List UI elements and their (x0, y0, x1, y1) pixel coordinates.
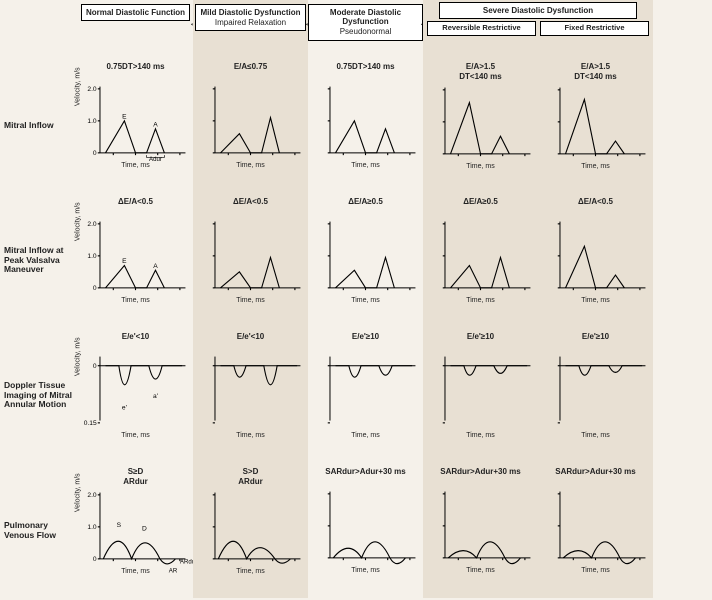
cell-vals-normal: ΔE/A<0.5Velocity, m/s01.02.0EATime, ms (78, 193, 193, 328)
cell-mitral-moderate: 0.75DT>140 msTime, ms (308, 58, 423, 193)
hdr-moderate-sub: Pseudonormal (313, 27, 418, 36)
cell-dti-mild: E/e'<10Time, ms (193, 328, 308, 463)
svg-text:0: 0 (93, 363, 97, 370)
cell-pvf-fix: SARdur>Adur+30 msTime, ms (538, 463, 653, 598)
cell-mitral-fix: E/A>1.5DT<140 msTime, ms (538, 58, 653, 193)
cell-vals-moderate: ΔE/A≥0.5Time, ms (308, 193, 423, 328)
cell-dti-rev: E/e'≥10Time, ms (423, 328, 538, 463)
row-label-dti: Doppler Tissue Imaging of Mitral Annular… (0, 328, 78, 463)
cell-pvf-mild: S>DARdurTime, ms (193, 463, 308, 598)
hdr-empty (0, 0, 78, 58)
cell-mitral-mild: E/A≤0.75Time, ms (193, 58, 308, 193)
svg-text:A: A (153, 121, 158, 128)
cell-pvf-moderate: SARdur>Adur+30 msTime, ms (308, 463, 423, 598)
cell-vals-fix: ΔE/A<0.5Time, ms (538, 193, 653, 328)
svg-text:0: 0 (93, 285, 97, 292)
svg-text:A: A (153, 263, 158, 270)
svg-text:0: 0 (93, 150, 97, 157)
svg-text:a': a' (153, 393, 158, 400)
cell-pvf-normal: S≥DARdurVelocity, m/s01.02.0SDARdurARTim… (78, 463, 193, 598)
hdr-normal-title: Normal Diastolic Function (86, 8, 185, 17)
svg-text:D: D (142, 525, 147, 532)
hdr-normal: Normal Diastolic Function ↔ (78, 0, 193, 58)
svg-text:2.0: 2.0 (87, 86, 96, 93)
hdr-severe-fix: Fixed Restrictive (564, 23, 624, 32)
svg-text:E: E (122, 258, 127, 265)
cell-vals-rev: ΔE/A≥0.5Time, ms (423, 193, 538, 328)
hdr-moderate-title: Moderate Diastolic Dysfunction (330, 8, 401, 26)
row-label-mitral: Mitral Inflow (0, 58, 78, 193)
svg-text:E: E (122, 113, 127, 120)
diastolic-grid: Normal Diastolic Function ↔ Mild Diastol… (0, 0, 712, 600)
cell-dti-fix: E/e'≥10Time, ms (538, 328, 653, 463)
hdr-moderate: Moderate Diastolic DysfunctionPseudonorm… (308, 0, 423, 58)
svg-text:1.0: 1.0 (87, 253, 96, 260)
svg-text:AR: AR (169, 568, 178, 575)
hdr-severe-title: Severe Diastolic Dysfunction (483, 6, 593, 15)
hdr-mild-sub: Impaired Relaxation (200, 18, 300, 27)
svg-text:0.15: 0.15 (84, 420, 97, 427)
cell-mitral-rev: E/A>1.5DT<140 msTime, ms (423, 58, 538, 193)
svg-text:2.0: 2.0 (87, 221, 96, 228)
svg-text:1.0: 1.0 (87, 524, 96, 531)
svg-text:2.0: 2.0 (87, 492, 96, 499)
cell-dti-moderate: E/e'≥10Time, ms (308, 328, 423, 463)
svg-text:S: S (117, 522, 122, 529)
cell-dti-normal: E/e'<10Velocity, m/s00.15e'a'Time, ms (78, 328, 193, 463)
hdr-mild-title: Mild Diastolic Dysfunction (200, 8, 300, 17)
cell-pvf-rev: SARdur>Adur+30 msTime, ms (423, 463, 538, 598)
svg-text:1.0: 1.0 (87, 118, 96, 125)
hdr-severe-rev: Reversible Restrictive (442, 23, 520, 32)
cell-vals-mild: ΔE/A<0.5Time, ms (193, 193, 308, 328)
row-label-pvf: Pulmonary Venous Flow (0, 463, 78, 598)
svg-text:Adur: Adur (149, 156, 162, 163)
hdr-severe: Severe Diastolic Dysfunction Reversible … (423, 0, 653, 58)
svg-text:0: 0 (93, 556, 97, 563)
svg-text:e': e' (122, 404, 127, 411)
row-label-valsalva: Mitral Inflow at Peak Valsalva Maneuver (0, 193, 78, 328)
hdr-mild: Mild Diastolic DysfunctionImpaired Relax… (193, 0, 308, 58)
cell-mitral-normal: 0.75DT>140 msVelocity, m/s01.02.0EAAdurT… (78, 58, 193, 193)
